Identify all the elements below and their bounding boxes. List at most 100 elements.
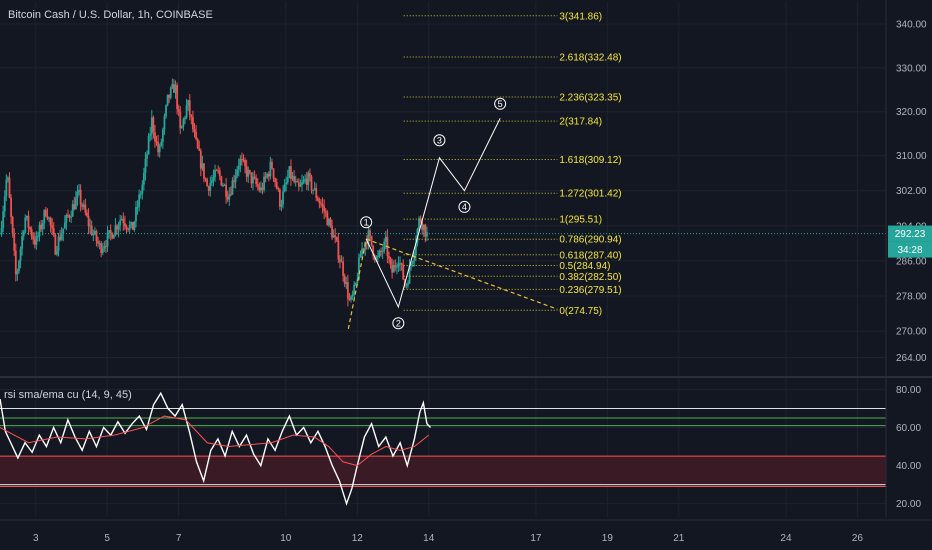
candle-body xyxy=(131,222,134,230)
candle-body xyxy=(256,184,259,187)
candle-body xyxy=(418,218,420,230)
fib-level-label: 1.618(309.12) xyxy=(559,155,621,166)
fib-level-label: 0(274.75) xyxy=(559,306,602,317)
candle-body xyxy=(139,193,142,195)
candle-body xyxy=(86,212,88,216)
candle-body xyxy=(323,205,326,212)
candle-body xyxy=(160,141,163,146)
wave-label-1: 1 xyxy=(360,216,373,229)
candle-body xyxy=(377,255,379,258)
candle-body xyxy=(182,119,185,127)
candle-body xyxy=(105,246,107,248)
candle-body xyxy=(264,176,267,178)
candle-body xyxy=(207,186,210,191)
candle-body xyxy=(81,204,84,207)
candle-body xyxy=(196,139,199,148)
fibonacci-extension[interactable]: 0(274.75) 0.236(279.51) 0.382(282.50)0.5(2… xyxy=(403,11,622,317)
candle-body xyxy=(195,131,197,140)
candle-body xyxy=(370,235,373,246)
candle-body xyxy=(378,250,381,256)
candle-body xyxy=(95,230,98,242)
candle-body xyxy=(141,184,144,194)
wave-circle xyxy=(494,97,507,110)
candle-body xyxy=(226,196,229,200)
candle-body xyxy=(187,100,190,106)
candle-body xyxy=(130,222,133,226)
candle-body xyxy=(13,233,16,251)
candle-body xyxy=(27,215,30,228)
candle-body xyxy=(290,166,292,179)
time-tick-label: 12 xyxy=(352,533,364,544)
candle-body xyxy=(21,235,24,249)
price-tick-label: 278.00 xyxy=(896,292,927,303)
candle-body xyxy=(367,230,370,245)
candle-body xyxy=(46,216,49,219)
candle-body xyxy=(44,210,47,217)
candle-body xyxy=(245,166,248,177)
candle-body xyxy=(33,239,36,245)
candle-body xyxy=(67,215,69,217)
candle-body xyxy=(7,177,9,180)
candle-body xyxy=(275,182,278,189)
candle-body xyxy=(16,271,19,275)
candle-body xyxy=(309,172,311,177)
dashed-trendline[interactable] xyxy=(365,238,558,310)
candle-body xyxy=(242,159,245,161)
candle-body xyxy=(354,283,357,285)
candle-body xyxy=(359,254,362,258)
rsi-tick-label: 80.00 xyxy=(896,385,921,396)
candle-body xyxy=(422,224,425,230)
candle-body xyxy=(180,126,183,129)
candle-body xyxy=(2,211,5,229)
price-tick-label: 340.00 xyxy=(896,19,927,30)
candle-body xyxy=(313,188,316,190)
time-tick-label: 26 xyxy=(852,533,864,544)
time-tick-label: 3 xyxy=(33,533,39,544)
candle-body xyxy=(345,282,348,284)
wave-number: 4 xyxy=(462,202,467,212)
candle-body xyxy=(124,223,126,227)
rsi-lines xyxy=(0,391,432,506)
candle-body xyxy=(111,233,114,239)
rsi-band xyxy=(0,456,886,487)
candle-body xyxy=(241,159,243,161)
candle-body xyxy=(272,168,275,179)
price-tick-label: 286.00 xyxy=(896,256,927,267)
candle-body xyxy=(365,242,368,245)
time-tick-label: 17 xyxy=(530,533,542,544)
candle-body xyxy=(239,159,242,166)
candle-body xyxy=(165,105,167,117)
candle-body xyxy=(388,255,390,259)
candle-body xyxy=(335,237,338,241)
candle-body xyxy=(299,184,302,187)
candle-body xyxy=(150,117,153,134)
candle-body xyxy=(68,215,71,218)
candle-body xyxy=(198,147,201,151)
candle-body xyxy=(332,235,335,238)
candle-body xyxy=(18,260,20,272)
candle-body xyxy=(206,179,209,187)
candle-body xyxy=(184,117,186,120)
time-tick-label: 21 xyxy=(673,533,685,544)
candle-body xyxy=(231,180,234,195)
wave-path[interactable] xyxy=(365,118,501,309)
price-badges: 292.23 34:28 xyxy=(888,225,932,258)
candle-body xyxy=(84,204,87,213)
candle-body xyxy=(294,181,297,183)
candle-body xyxy=(24,217,27,233)
dashed-trendlines[interactable] xyxy=(347,238,558,330)
candle-body xyxy=(89,225,92,227)
candle-body xyxy=(223,184,226,186)
dashed-trendline[interactable] xyxy=(347,238,367,330)
fib-level-label: 0.618(287.40) xyxy=(559,250,621,261)
candle-body xyxy=(288,166,291,178)
candle-body xyxy=(171,84,174,88)
elliott-wave[interactable]: 1 2 3 4 5 xyxy=(360,97,507,330)
wave-number: 5 xyxy=(498,99,503,109)
candle-body xyxy=(426,232,428,237)
candle-body xyxy=(169,87,172,98)
candle-body xyxy=(389,258,392,265)
candle-body xyxy=(340,261,343,263)
candle-body xyxy=(142,172,145,185)
